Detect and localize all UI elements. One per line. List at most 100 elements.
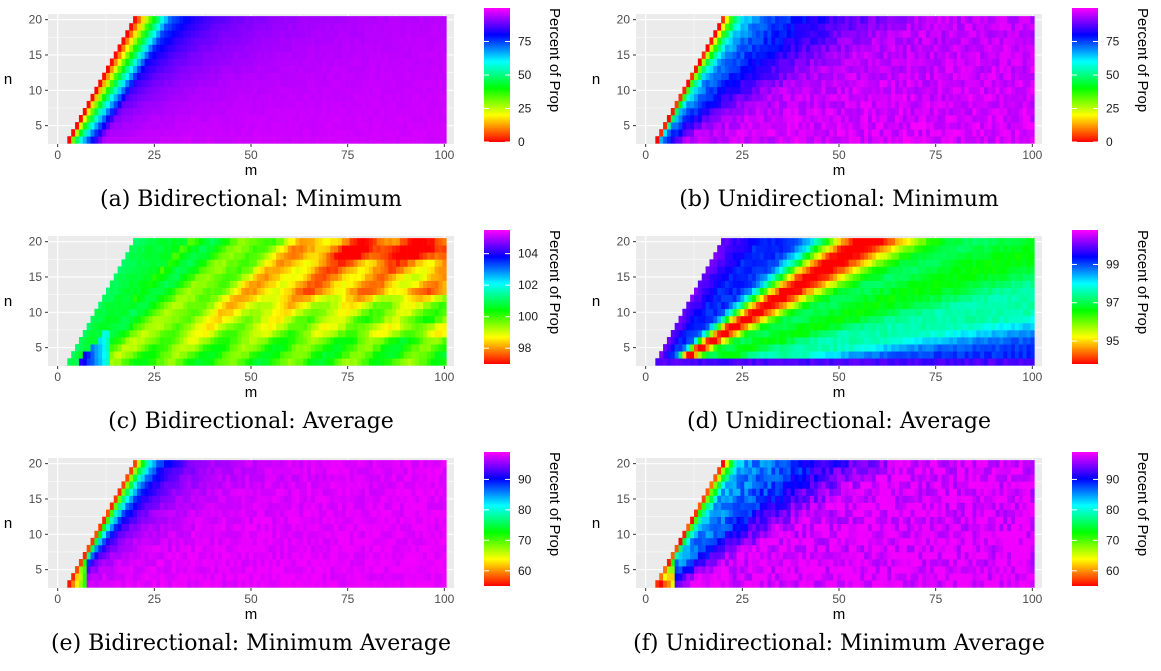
- heatmap-cell: [992, 44, 996, 51]
- heatmap-cell: [334, 136, 338, 143]
- heatmap-cell: [245, 281, 249, 288]
- heatmap-cell: [75, 136, 79, 143]
- heatmap-cell: [272, 37, 276, 44]
- heatmap-cell: [168, 351, 172, 358]
- heatmap-cell: [353, 129, 357, 136]
- heatmap-cell: [272, 245, 276, 252]
- heatmap-cell: [129, 136, 133, 143]
- heatmap-cell: [350, 66, 354, 73]
- heatmap-cell: [690, 108, 694, 115]
- heatmap-cell: [106, 337, 110, 344]
- heatmap-cell: [729, 59, 733, 66]
- heatmap-cell: [713, 66, 717, 73]
- heatmap-cell: [798, 94, 802, 101]
- heatmap-cell: [756, 136, 760, 143]
- heatmap-cell: [442, 309, 446, 316]
- heatmap-cell: [841, 94, 845, 101]
- heatmap-cell: [87, 101, 91, 108]
- heatmap-cell: [183, 59, 187, 66]
- heatmap-cell: [67, 358, 71, 365]
- heatmap-cell: [133, 80, 137, 87]
- heatmap-cell: [1015, 66, 1019, 73]
- heatmap-cell: [431, 66, 435, 73]
- heatmap-cell: [733, 44, 737, 51]
- heatmap-cell: [295, 281, 299, 288]
- heatmap-cell: [400, 309, 404, 316]
- heatmap-cell: [118, 87, 122, 94]
- heatmap-cell: [415, 273, 419, 280]
- heatmap-cell: [1027, 108, 1031, 115]
- heatmap-cell: [1015, 16, 1019, 23]
- heatmap-cell: [1027, 51, 1031, 58]
- heatmap-cell: [411, 259, 415, 266]
- heatmap-cell: [249, 129, 253, 136]
- heatmap-cell: [361, 273, 365, 280]
- heatmap-cell: [288, 115, 292, 122]
- heatmap-cell: [226, 351, 230, 358]
- heatmap-cell: [845, 108, 849, 115]
- heatmap-cell: [187, 16, 191, 23]
- heatmap-cell: [230, 337, 234, 344]
- heatmap-cell: [833, 51, 837, 58]
- heatmap-cell: [210, 281, 214, 288]
- heatmap-cell: [1019, 136, 1023, 143]
- heatmap-cell: [326, 281, 330, 288]
- heatmap-cell: [833, 80, 837, 87]
- heatmap-cell: [326, 273, 330, 280]
- heatmap-cell: [733, 94, 737, 101]
- heatmap-cell: [237, 281, 241, 288]
- heatmap-cell: [346, 66, 350, 73]
- heatmap-cell: [303, 30, 307, 37]
- heatmap-cell: [1007, 87, 1011, 94]
- heatmap-cell: [713, 94, 717, 101]
- heatmap-cell: [949, 30, 953, 37]
- heatmap-cell: [400, 115, 404, 122]
- heatmap-cell: [268, 30, 272, 37]
- heatmap-cell: [114, 330, 118, 337]
- heatmap-cell: [984, 66, 988, 73]
- heatmap-cell: [129, 316, 133, 323]
- heatmap-cell: [176, 281, 180, 288]
- heatmap-cell: [388, 295, 392, 302]
- heatmap-cell: [179, 30, 183, 37]
- heatmap-cell: [733, 37, 737, 44]
- heatmap-cell: [357, 51, 361, 58]
- heatmap-cell: [311, 87, 315, 94]
- heatmap-cell: [141, 302, 145, 309]
- heatmap-cell: [435, 252, 439, 259]
- heatmap-cell: [284, 129, 288, 136]
- heatmap-cell: [384, 136, 388, 143]
- heatmap-cell: [121, 288, 125, 295]
- heatmap-cell: [949, 101, 953, 108]
- heatmap-cell: [160, 316, 164, 323]
- heatmap-cell: [257, 309, 261, 316]
- heatmap-cell: [748, 23, 752, 30]
- heatmap-cell: [230, 87, 234, 94]
- heatmap-cell: [149, 281, 153, 288]
- heatmap-cell: [346, 273, 350, 280]
- heatmap-cell: [342, 259, 346, 266]
- heatmap-cell: [353, 259, 357, 266]
- heatmap-cell: [129, 309, 133, 316]
- heatmap-cell: [415, 259, 419, 266]
- heatmap-cell: [338, 73, 342, 80]
- heatmap-cell: [346, 259, 350, 266]
- heatmap-cell: [141, 108, 145, 115]
- heatmap-cell: [149, 115, 153, 122]
- heatmap-cell: [357, 344, 361, 351]
- heatmap-cell: [810, 51, 814, 58]
- heatmap-cell: [299, 295, 303, 302]
- heatmap-cell: [137, 101, 141, 108]
- heatmap-cell: [280, 302, 284, 309]
- heatmap-cell: [914, 136, 918, 143]
- heatmap-cell: [868, 94, 872, 101]
- heatmap-cell: [895, 23, 899, 30]
- heatmap-cell: [257, 323, 261, 330]
- heatmap-cell: [222, 66, 226, 73]
- heatmap-cell: [326, 66, 330, 73]
- heatmap-cell: [980, 80, 984, 87]
- heatmap-cell: [969, 66, 973, 73]
- heatmap-cell: [911, 87, 915, 94]
- heatmap-cell: [94, 87, 98, 94]
- heatmap-cell: [740, 30, 744, 37]
